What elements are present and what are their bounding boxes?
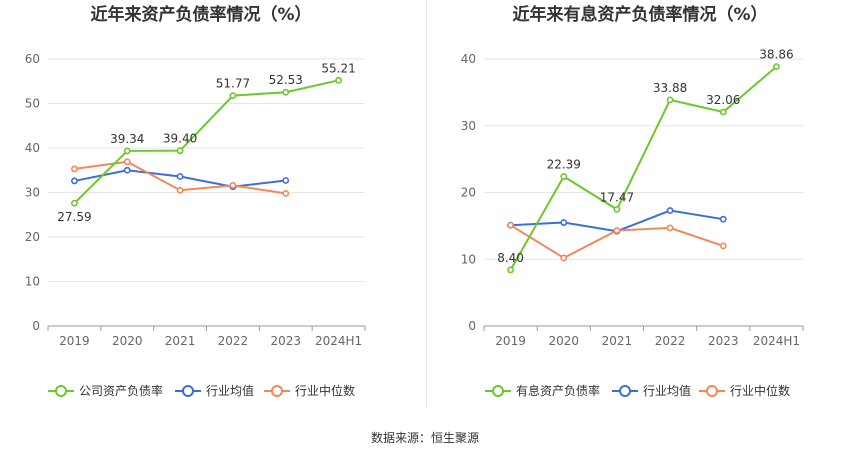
legend-label: 有息资产负债率 bbox=[516, 383, 600, 398]
legend-item-company[interactable]: 公司资产负债率 bbox=[48, 383, 163, 398]
series-point-company bbox=[123, 147, 131, 155]
series-point-median bbox=[560, 254, 568, 262]
legend-marker-icon bbox=[619, 385, 631, 397]
y-tick-label: 0 bbox=[468, 319, 476, 333]
data-label: 51.77 bbox=[216, 77, 250, 91]
legend-marker-icon bbox=[706, 385, 718, 397]
legend-item-avg[interactable]: 行业均值 bbox=[612, 383, 691, 398]
series-point-median bbox=[507, 221, 514, 229]
x-tick-label: 2022 bbox=[655, 334, 686, 348]
y-tick-label: 30 bbox=[461, 119, 476, 133]
data-label: 33.88 bbox=[653, 81, 687, 95]
x-tick-label: 2023 bbox=[270, 334, 301, 348]
x-tick-label: 2024H1 bbox=[753, 334, 800, 348]
legend-label: 行业均值 bbox=[206, 383, 254, 398]
data-label: 17.47 bbox=[600, 190, 634, 204]
y-tick-label: 40 bbox=[25, 141, 40, 155]
y-tick-label: 20 bbox=[461, 186, 476, 200]
panel-divider bbox=[426, 0, 427, 408]
data-label: 39.40 bbox=[163, 132, 197, 146]
series-point-company bbox=[282, 88, 290, 96]
data-label: 55.21 bbox=[321, 61, 355, 75]
x-tick-label: 2024H1 bbox=[315, 334, 362, 348]
x-tick-label: 2019 bbox=[59, 334, 90, 348]
series-point-company bbox=[507, 266, 514, 274]
series-point-company bbox=[335, 76, 342, 84]
y-tick-label: 40 bbox=[461, 52, 476, 66]
x-tick-label: 2020 bbox=[548, 334, 579, 348]
legend-marker-icon bbox=[182, 385, 194, 397]
chart-title: 近年来资产负债率情况（%） bbox=[90, 4, 311, 25]
series-point-company bbox=[666, 96, 674, 104]
y-tick-label: 0 bbox=[32, 319, 40, 333]
series-point-company bbox=[560, 173, 568, 180]
x-tick-label: 2021 bbox=[165, 334, 196, 348]
data-label: 38.86 bbox=[759, 48, 793, 62]
chart-left-svg: 近年来资产负债率情况（%） 0 10 20 30 40 50 60 2019 2020 2021 20… bbox=[25, 4, 366, 398]
series-point-avg bbox=[666, 207, 674, 214]
series-point-median bbox=[282, 189, 290, 197]
series-point-company bbox=[229, 92, 237, 100]
data-label: 39.34 bbox=[110, 132, 144, 146]
series-point-avg bbox=[71, 177, 78, 185]
x-tick-label: 2020 bbox=[112, 334, 143, 348]
data-label: 22.39 bbox=[547, 158, 581, 172]
series-point-median bbox=[666, 224, 674, 232]
x-tick-label: 2022 bbox=[218, 334, 249, 348]
series-point-median bbox=[123, 158, 131, 166]
chart-right: 近年来有息资产负债率情况（%） 0 10 20 30 40 2019 2020 2021 2022… bbox=[425, 0, 850, 410]
legend-item-avg[interactable]: 行业均值 bbox=[175, 383, 254, 398]
legend-label: 行业中位数 bbox=[295, 383, 355, 398]
series-point-avg bbox=[282, 177, 290, 184]
series-point-median bbox=[176, 186, 184, 194]
legend-marker-icon bbox=[55, 385, 67, 397]
y-tick-label: 20 bbox=[25, 230, 40, 244]
series-point-avg bbox=[123, 166, 131, 174]
chart-left: 近年来资产负债率情况（%） 0 10 20 30 40 50 60 2019 2020 2021 20… bbox=[0, 0, 425, 410]
y-tick-label: 50 bbox=[25, 97, 40, 111]
series-point-avg bbox=[719, 215, 727, 223]
legend-item-median[interactable]: 行业中位数 bbox=[264, 383, 355, 398]
y-tick-label: 10 bbox=[25, 275, 40, 289]
data-label: 8.40 bbox=[497, 251, 524, 265]
legend-marker-icon bbox=[492, 385, 504, 397]
y-tick-label: 60 bbox=[25, 52, 40, 66]
series-point-company bbox=[71, 199, 78, 207]
series-point-median bbox=[71, 165, 78, 173]
x-tick-label: 2023 bbox=[708, 334, 739, 348]
series-point-company bbox=[719, 108, 727, 116]
legend-marker-icon bbox=[271, 385, 283, 397]
legend-label: 行业中位数 bbox=[730, 383, 790, 398]
series-point-company bbox=[176, 147, 184, 155]
series-point-avg bbox=[560, 219, 568, 226]
data-label: 32.06 bbox=[706, 93, 740, 107]
chart-right-svg: 近年来有息资产负债率情况（%） 0 10 20 30 40 2019 2020 2021 2022… bbox=[461, 4, 804, 398]
series-point-median bbox=[229, 181, 237, 189]
y-tick-label: 10 bbox=[461, 252, 476, 266]
legend-label: 行业均值 bbox=[643, 383, 691, 398]
chart-title: 近年来有息资产负债率情况（%） bbox=[512, 4, 767, 25]
x-tick-label: 2021 bbox=[602, 334, 633, 348]
data-label: 27.59 bbox=[57, 210, 91, 224]
legend-label: 公司资产负债率 bbox=[79, 383, 163, 398]
series-line-company bbox=[509, 65, 778, 271]
legend-item-company[interactable]: 有息资产负债率 bbox=[485, 383, 600, 398]
series-point-median bbox=[719, 242, 727, 250]
y-tick-label: 30 bbox=[25, 186, 40, 200]
series-line-company bbox=[73, 79, 339, 204]
data-label: 52.53 bbox=[269, 73, 303, 87]
series-point-company bbox=[613, 205, 621, 213]
x-tick-label: 2019 bbox=[495, 334, 526, 348]
series-point-company bbox=[773, 63, 780, 71]
legend-item-median[interactable]: 行业中位数 bbox=[699, 383, 790, 398]
data-source: 数据来源：恒生聚源 bbox=[370, 431, 479, 445]
series-point-avg bbox=[176, 173, 184, 180]
series-point-median bbox=[613, 227, 621, 234]
